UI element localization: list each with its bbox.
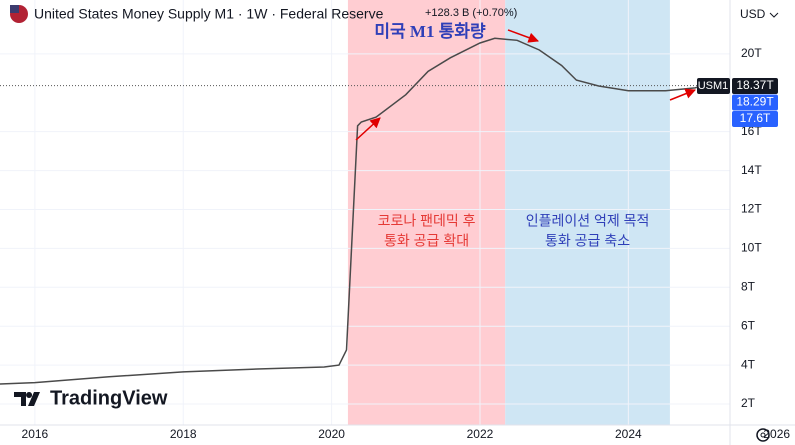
- arrow: [355, 117, 381, 141]
- gear[interactable]: [756, 428, 770, 442]
- chart-title: United States Money Supply M1 · 1W · Fed…: [34, 6, 384, 22]
- branding: TradingView: [14, 387, 168, 409]
- region-annotation: 코로나 팬데믹 후: [378, 213, 476, 229]
- series-tag-label: USM1: [698, 80, 729, 92]
- x-tick-label: 2020: [318, 427, 345, 441]
- price-label: 18.37T: [736, 78, 774, 92]
- y-tick-label: 16T: [741, 124, 762, 138]
- axes: 2T 4T 6T 8T 10T 12T 14T 16T 20T 2016 2018 2020 2022 2…: [22, 46, 791, 441]
- y-tick-label: 10T: [741, 241, 762, 255]
- price-label-bg: [732, 111, 778, 127]
- x-tick-label: 2018: [170, 427, 197, 441]
- arrow: [669, 88, 696, 101]
- y-tick-label: 20T: [741, 46, 762, 60]
- price-axis-panel: [730, 0, 795, 445]
- y-tick-label: 8T: [741, 279, 756, 293]
- settings-icon[interactable]: [756, 428, 770, 442]
- price-label: 17.6T: [740, 111, 771, 125]
- y-tick-label: 4T: [741, 357, 756, 371]
- series-line: [0, 37, 703, 385]
- y-tick-label: 6T: [741, 318, 756, 332]
- arrows: [355, 29, 696, 141]
- y-tick-label: 14T: [741, 163, 762, 177]
- y-tick-label: 2T: [741, 396, 756, 410]
- region-annotation: 통화 공급 확대: [384, 233, 469, 249]
- highlight-region: [347, 0, 506, 425]
- header: United States Money Supply M1 · 1W · Fed…: [10, 5, 779, 23]
- series-tag: [697, 78, 730, 94]
- plot-background: [0, 0, 778, 425]
- price-label-bg: [732, 94, 778, 111]
- time-axis-panel: [0, 425, 795, 445]
- flag-icon: [10, 5, 19, 13]
- x-tick-label: 2016: [22, 427, 49, 441]
- highlight-region: [505, 0, 670, 425]
- y-tick-label: 12T: [741, 202, 762, 216]
- annotation-title: 미국 M1 통화량: [374, 22, 486, 41]
- price-label: 18.29T: [736, 95, 774, 109]
- price-label-bg: [732, 78, 778, 94]
- x-tick-label: 2026: [763, 427, 790, 441]
- dropdown-icon: [769, 12, 779, 18]
- gear-center: [760, 432, 766, 438]
- region-annotation: 인플레이션 억제 목적: [526, 213, 650, 229]
- arrow: [507, 29, 539, 43]
- region-annotation: 통화 공급 축소: [545, 233, 630, 249]
- logo: [14, 392, 40, 406]
- x-tick-label: 2022: [467, 427, 494, 441]
- change-label: +128.3 B (+0.70%): [425, 7, 517, 19]
- brand-name: TradingView: [50, 387, 168, 409]
- x-tick-label: 2024: [615, 427, 642, 441]
- currency-selector[interactable]: USD: [740, 7, 766, 21]
